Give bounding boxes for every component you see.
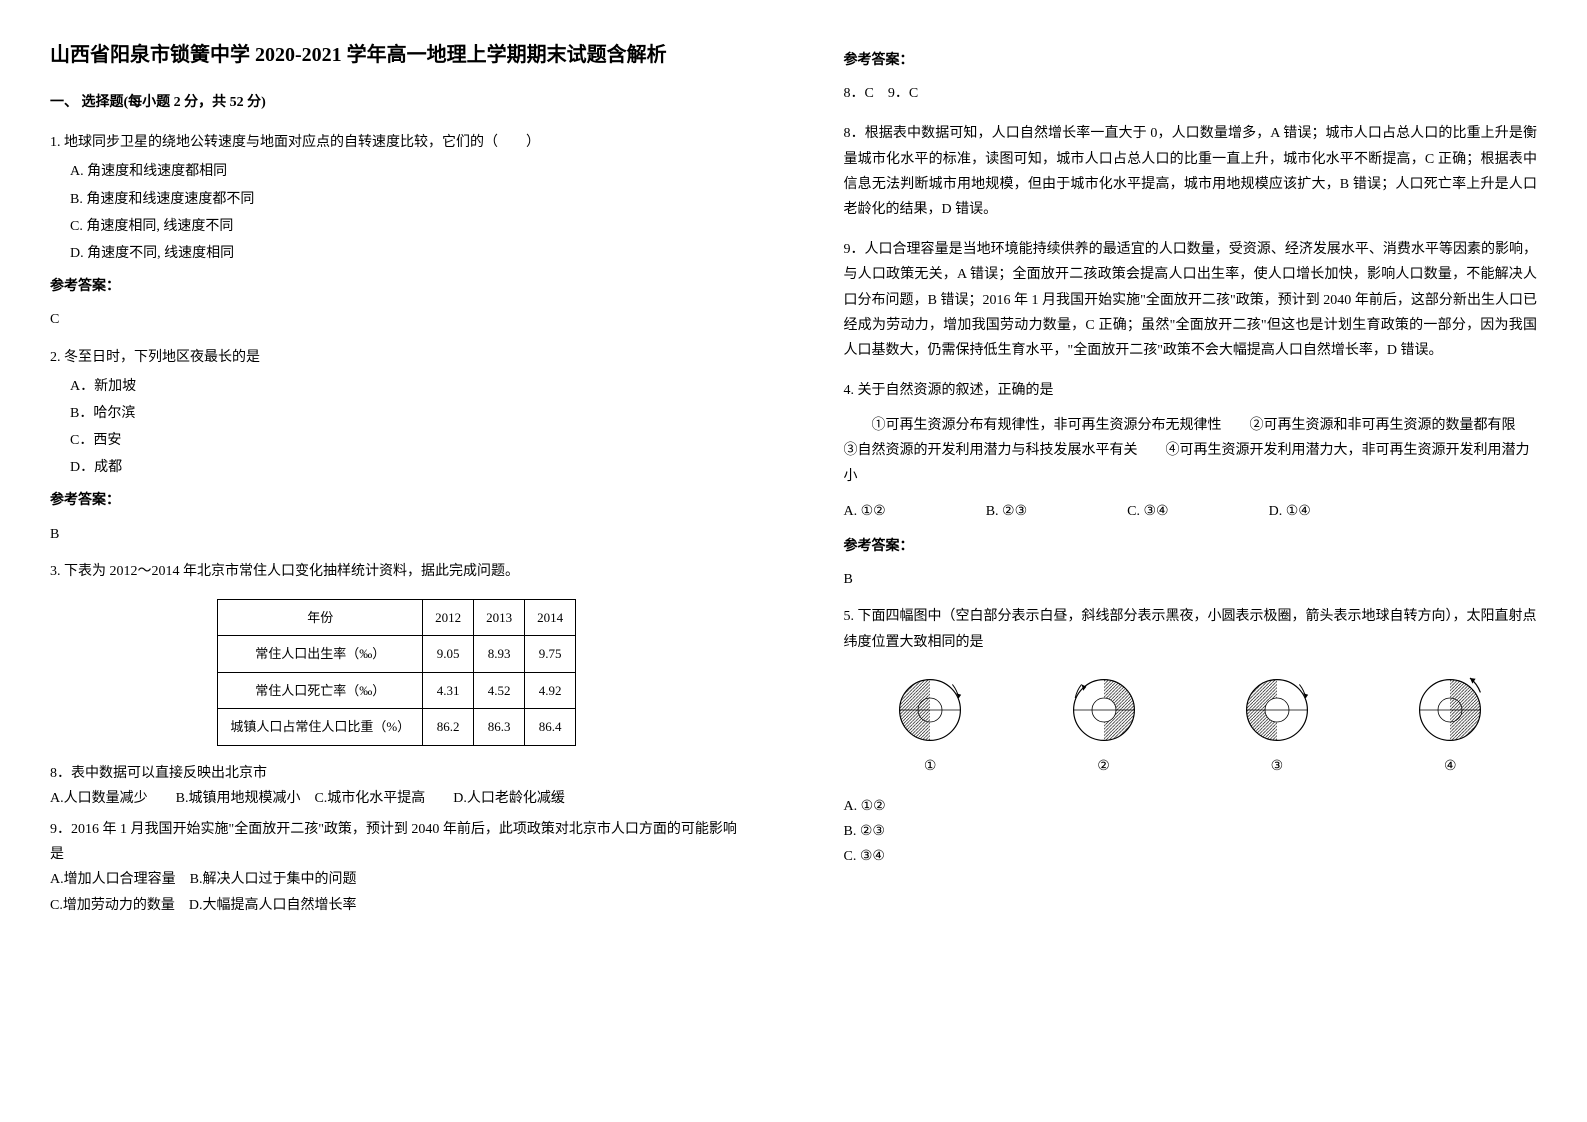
q4-choice-b: B. ②③ (986, 499, 1027, 524)
globe-icon-3 (1237, 670, 1317, 750)
explanation-9: 9．人口合理容量是当地环境能持续供养的最适宜的人口数量，受资源、经济发展水平、消… (844, 237, 1538, 363)
q1-options: A. 角速度和线速度都相同 B. 角速度和线速度速度都不同 C. 角速度相同, … (50, 159, 744, 266)
q3-intro: 3. 下表为 2012～2014 年北京市常住人口变化抽样统计资料，据此完成问题… (50, 559, 744, 584)
left-column: 山西省阳泉市锁簧中学 2020-2021 学年高一地理上学期期末试题含解析 一、… (0, 0, 794, 1122)
diagram-1: ① (890, 670, 970, 779)
cell: 4.31 (423, 672, 474, 708)
q5-option-a: A. ①② (844, 794, 1538, 819)
q4-choice-c: C. ③④ (1127, 499, 1168, 524)
diagram-3: ③ (1237, 670, 1317, 779)
q1-text: 1. 地球同步卫星的绕地公转速度与地面对应点的自转速度比较，它们的（ ） (50, 130, 744, 155)
globe-icon-4 (1410, 670, 1490, 750)
table-row: 常住人口死亡率（‰） 4.31 4.52 4.92 (218, 672, 576, 708)
sub9-options2: C.增加劳动力的数量 D.大幅提高人口自然增长率 (50, 893, 744, 918)
q2-option-d: D．成都 (70, 455, 744, 480)
q1-option-a: A. 角速度和线速度都相同 (70, 159, 744, 184)
th-2013: 2013 (474, 600, 525, 636)
sub9-text: 9．2016 年 1 月我国开始实施"全面放开二孩"政策，预计到 2040 年前… (50, 817, 744, 867)
question-2: 2. 冬至日时，下列地区夜最长的是 A．新加坡 B．哈尔滨 C．西安 D．成都 … (50, 345, 744, 547)
cell: 4.52 (474, 672, 525, 708)
answer-89: 8．C 9．C (844, 81, 1538, 106)
globe-diagrams: ① ② (844, 670, 1538, 779)
sub8-options: A.人口数量减少 B.城镇用地规模减小 C.城市化水平提高 D.人口老龄化减缓 (50, 786, 744, 811)
q5-text: 5. 下面四幅图中（空白部分表示白昼，斜线部分表示黑夜，小圆表示极圈，箭头表示地… (844, 604, 1538, 654)
th-2014: 2014 (525, 600, 576, 636)
q4-choice-d: D. ①④ (1269, 499, 1311, 524)
sub8-text: 8．表中数据可以直接反映出北京市 (50, 761, 744, 786)
section-header: 一、 选择题(每小题 2 分，共 52 分) (50, 90, 744, 115)
sub-question-9: 9．2016 年 1 月我国开始实施"全面放开二孩"政策，预计到 2040 年前… (50, 817, 744, 918)
cell: 86.3 (474, 709, 525, 745)
th-year: 年份 (218, 600, 423, 636)
cell: 常住人口出生率（‰） (218, 636, 423, 672)
population-table: 年份 2012 2013 2014 常住人口出生率（‰） 9.05 8.93 9… (217, 599, 576, 746)
question-1: 1. 地球同步卫星的绕地公转速度与地面对应点的自转速度比较，它们的（ ） A. … (50, 130, 744, 332)
table-row: 常住人口出生率（‰） 9.05 8.93 9.75 (218, 636, 576, 672)
q2-options: A．新加坡 B．哈尔滨 C．西安 D．成都 (50, 374, 744, 481)
q2-text: 2. 冬至日时，下列地区夜最长的是 (50, 345, 744, 370)
sub9-options: A.增加人口合理容量 B.解决人口过于集中的问题 (50, 867, 744, 892)
q2-answer-label: 参考答案： (50, 488, 744, 513)
q1-option-b: B. 角速度和线速度速度都不同 (70, 187, 744, 212)
diagram-label-4: ④ (1444, 754, 1457, 779)
q2-option-c: C．西安 (70, 428, 744, 453)
q4-choices: A. ①② B. ②③ C. ③④ D. ①④ (844, 499, 1538, 524)
q5-option-c: C. ③④ (844, 844, 1538, 869)
diagram-2: ② (1064, 670, 1144, 779)
th-2012: 2012 (423, 600, 474, 636)
diagram-label-2: ② (1097, 754, 1110, 779)
q2-answer: B (50, 522, 744, 547)
question-3: 3. 下表为 2012～2014 年北京市常住人口变化抽样统计资料，据此完成问题… (50, 559, 744, 918)
cell: 9.75 (525, 636, 576, 672)
q1-option-c: C. 角速度相同, 线速度不同 (70, 214, 744, 239)
cell: 9.05 (423, 636, 474, 672)
document-title: 山西省阳泉市锁簧中学 2020-2021 学年高一地理上学期期末试题含解析 (50, 40, 744, 70)
q1-answer-label: 参考答案： (50, 274, 744, 299)
q4-choice-a: A. ①② (844, 499, 886, 524)
q4-body: ①可再生资源分布有规律性，非可再生资源分布无规律性 ②可再生资源和非可再生资源的… (844, 413, 1538, 489)
cell: 86.2 (423, 709, 474, 745)
q2-option-a: A．新加坡 (70, 374, 744, 399)
q2-option-b: B．哈尔滨 (70, 401, 744, 426)
cell: 8.93 (474, 636, 525, 672)
question-5: 5. 下面四幅图中（空白部分表示白昼，斜线部分表示黑夜，小圆表示极圈，箭头表示地… (844, 604, 1538, 869)
diagram-label-3: ③ (1271, 754, 1284, 779)
cell: 86.4 (525, 709, 576, 745)
globe-icon-2 (1064, 670, 1144, 750)
cell: 4.92 (525, 672, 576, 708)
answer-label-89: 参考答案： (844, 48, 1538, 73)
question-4: 4. 关于自然资源的叙述，正确的是 ①可再生资源分布有规律性，非可再生资源分布无… (844, 378, 1538, 592)
q5-option-b: B. ②③ (844, 819, 1538, 844)
diagram-4: ④ (1410, 670, 1490, 779)
q4-text: 4. 关于自然资源的叙述，正确的是 (844, 378, 1538, 403)
table-row: 城镇人口占常住人口比重（%） 86.2 86.3 86.4 (218, 709, 576, 745)
q1-option-d: D. 角速度不同, 线速度相同 (70, 241, 744, 266)
right-column: 参考答案： 8．C 9．C 8．根据表中数据可知，人口自然增长率一直大于 0，人… (794, 0, 1587, 1122)
cell: 城镇人口占常住人口比重（%） (218, 709, 423, 745)
diagram-label-1: ① (924, 754, 937, 779)
sub-question-8: 8．表中数据可以直接反映出北京市 A.人口数量减少 B.城镇用地规模减小 C.城… (50, 761, 744, 811)
cell: 常住人口死亡率（‰） (218, 672, 423, 708)
q4-answer-label: 参考答案： (844, 534, 1538, 559)
q4-answer: B (844, 567, 1538, 592)
globe-icon-1 (890, 670, 970, 750)
table-header-row: 年份 2012 2013 2014 (218, 600, 576, 636)
explanation-8: 8．根据表中数据可知，人口自然增长率一直大于 0，人口数量增多，A 错误；城市人… (844, 121, 1538, 222)
q1-answer: C (50, 307, 744, 332)
